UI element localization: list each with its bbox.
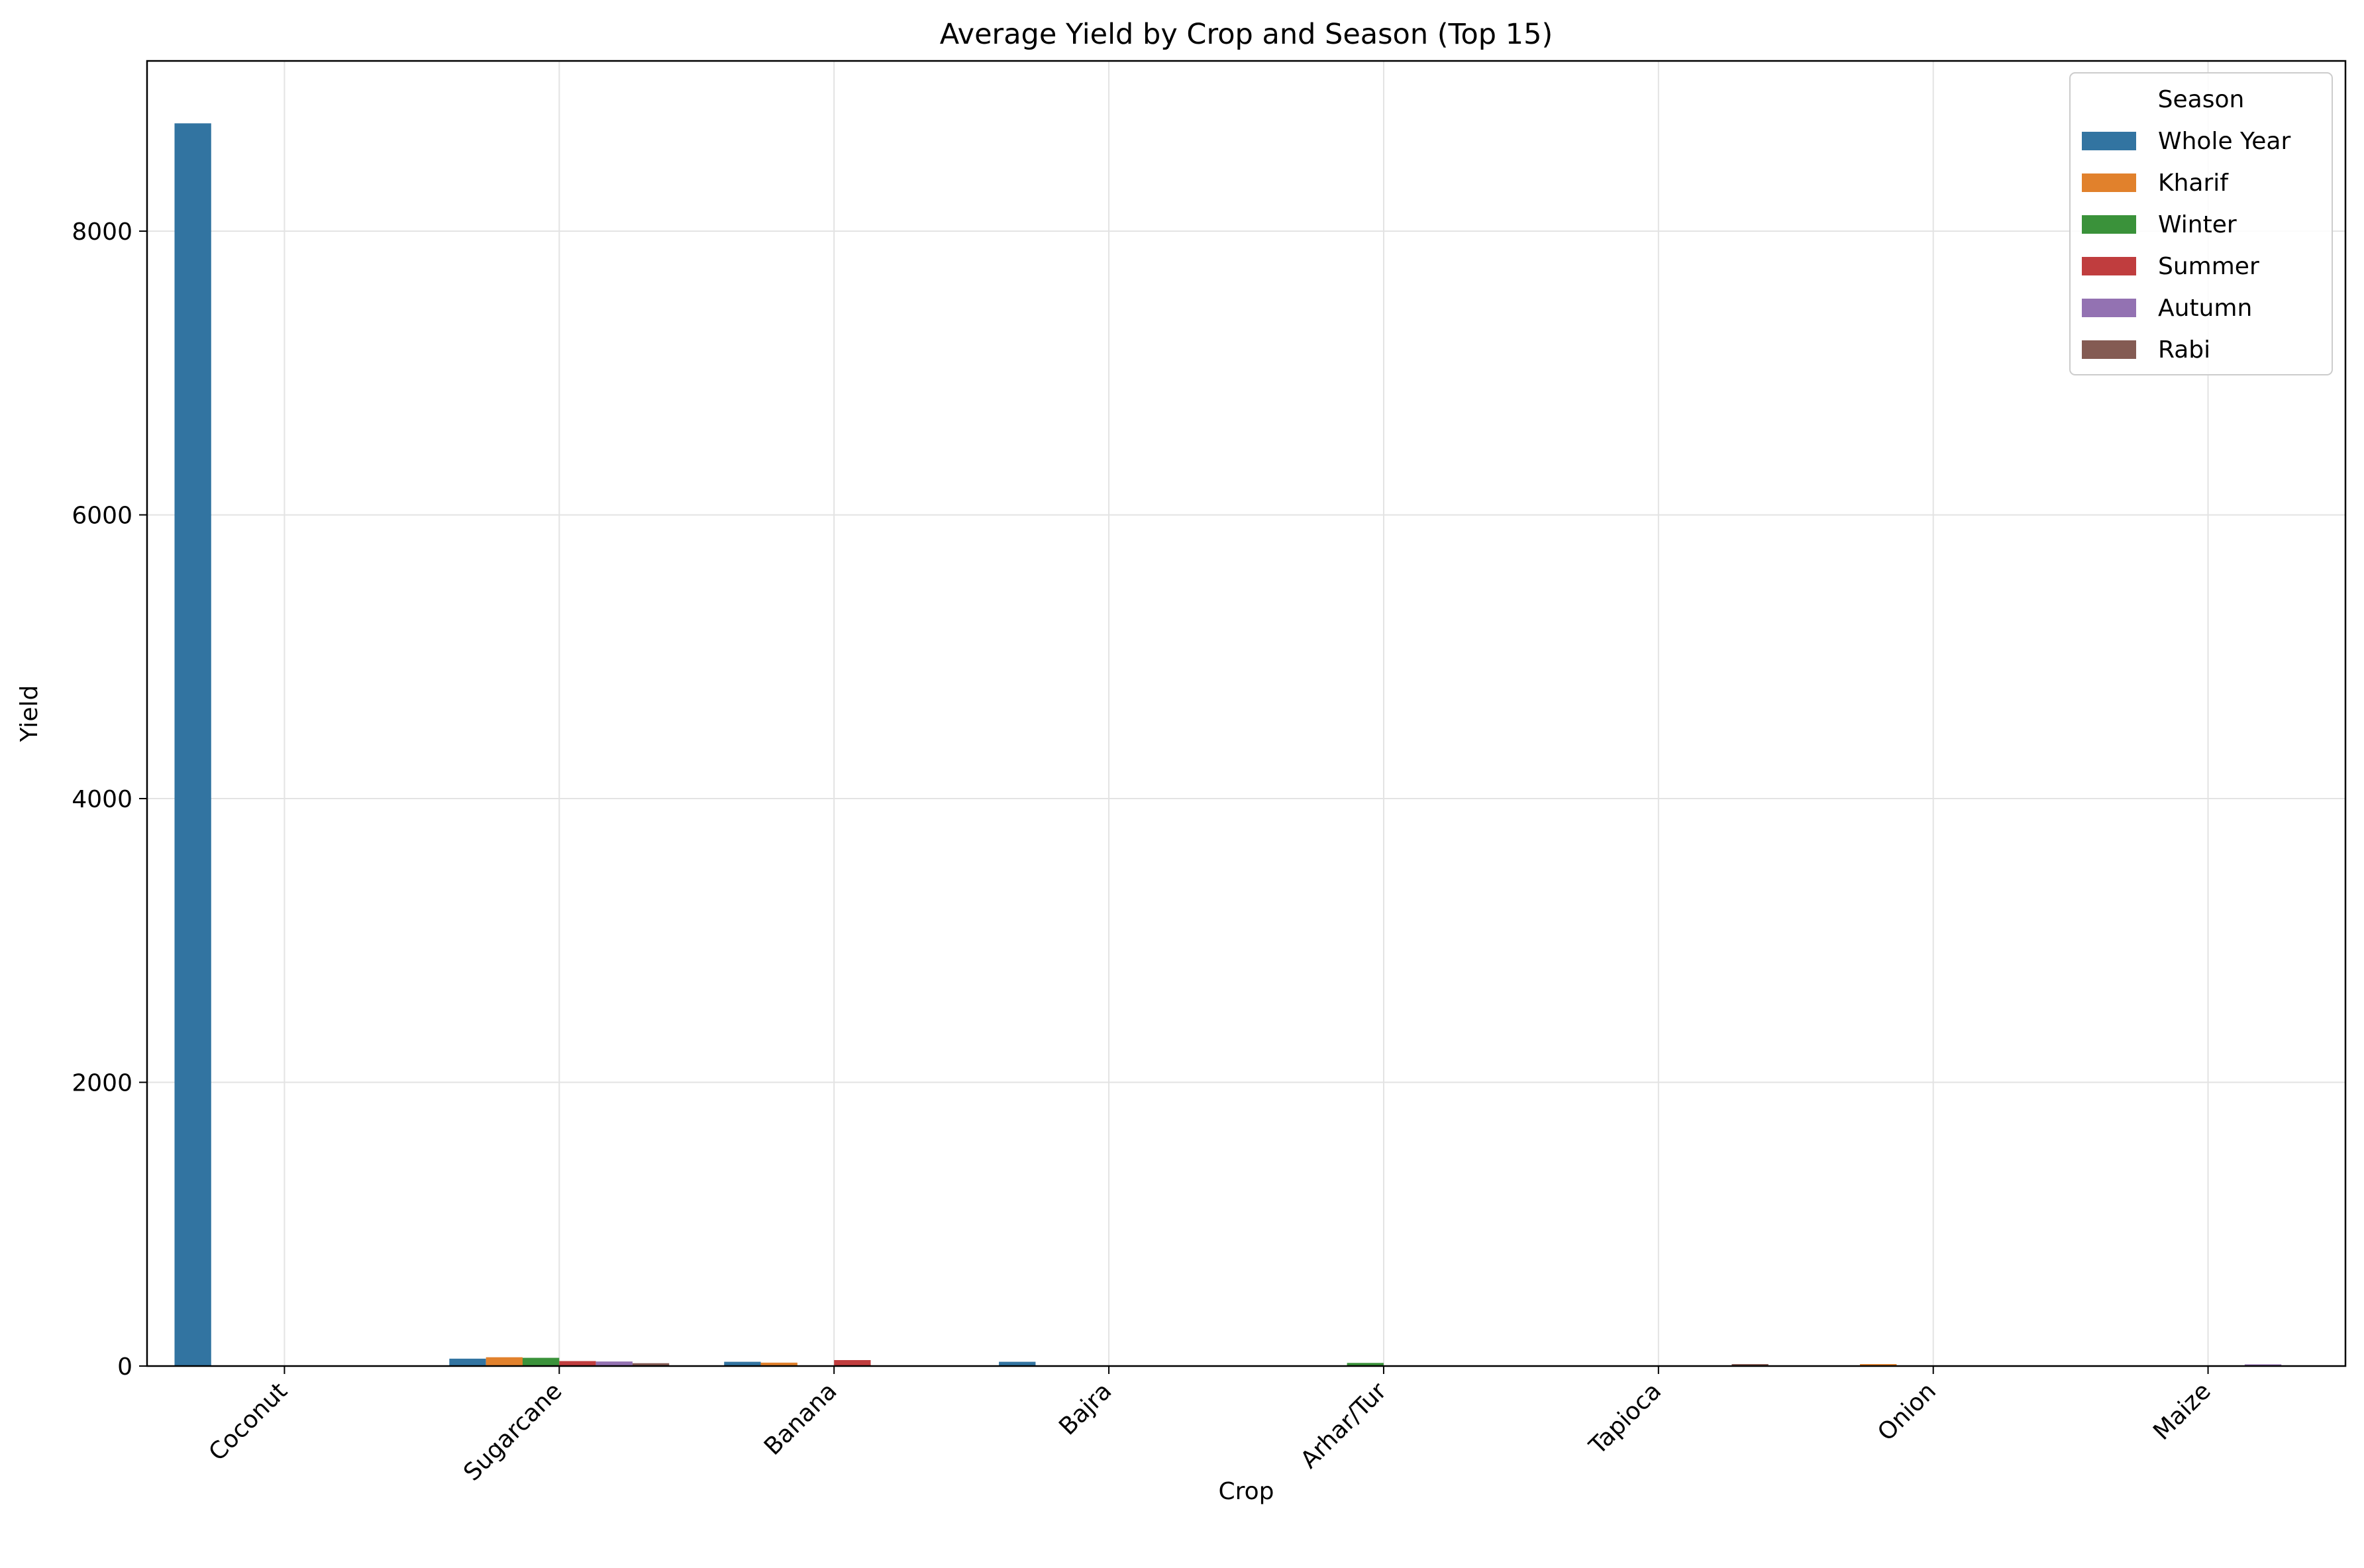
bar bbox=[486, 1357, 523, 1366]
bar bbox=[999, 1361, 1036, 1366]
y-tick-label: 4000 bbox=[72, 786, 132, 813]
legend-swatch bbox=[2082, 215, 2136, 234]
bar bbox=[2244, 1364, 2282, 1366]
legend-swatch bbox=[2082, 173, 2136, 192]
bars bbox=[174, 123, 2282, 1366]
bar bbox=[760, 1362, 797, 1366]
plot-frame bbox=[146, 60, 2347, 1367]
bar bbox=[559, 1361, 596, 1366]
legend-swatch bbox=[2082, 257, 2136, 275]
x-axis-label: Crop bbox=[1218, 1478, 1274, 1505]
legend-label: Whole Year bbox=[2158, 128, 2290, 155]
legend-label: Winter bbox=[2158, 211, 2237, 238]
legend-label: Rabi bbox=[2158, 336, 2210, 364]
bar bbox=[1347, 1363, 1384, 1366]
y-tick-label: 6000 bbox=[72, 503, 132, 530]
legend-label: Autumn bbox=[2158, 295, 2252, 322]
legend-label: Summer bbox=[2158, 253, 2259, 280]
legend-swatch bbox=[2082, 132, 2136, 150]
bar bbox=[1731, 1364, 1769, 1366]
legend: Season Whole Year Kharif Winter Summer Autumn… bbox=[2069, 72, 2333, 375]
bar bbox=[522, 1357, 560, 1366]
y-tick-label: 8000 bbox=[72, 219, 132, 246]
bar bbox=[1860, 1364, 1897, 1366]
legend-label: Kharif bbox=[2158, 170, 2229, 197]
gridlines bbox=[147, 61, 2345, 1367]
bar bbox=[449, 1358, 486, 1366]
bar bbox=[834, 1360, 871, 1366]
legend-title: Season bbox=[2158, 86, 2245, 113]
y-tick-label: 0 bbox=[117, 1353, 132, 1381]
bar bbox=[174, 123, 211, 1366]
bar bbox=[632, 1363, 670, 1366]
y-tick-label: 2000 bbox=[72, 1070, 132, 1097]
legend-swatch bbox=[2082, 299, 2136, 317]
y-axis: 0 2000 4000 6000 8000 bbox=[72, 219, 147, 1381]
bar bbox=[724, 1361, 761, 1366]
bar bbox=[595, 1361, 633, 1366]
chart-title: Average Yield by Crop and Season (Top 15… bbox=[940, 18, 1553, 51]
y-axis-label: Yield bbox=[16, 685, 43, 743]
legend-swatch bbox=[2082, 340, 2136, 359]
